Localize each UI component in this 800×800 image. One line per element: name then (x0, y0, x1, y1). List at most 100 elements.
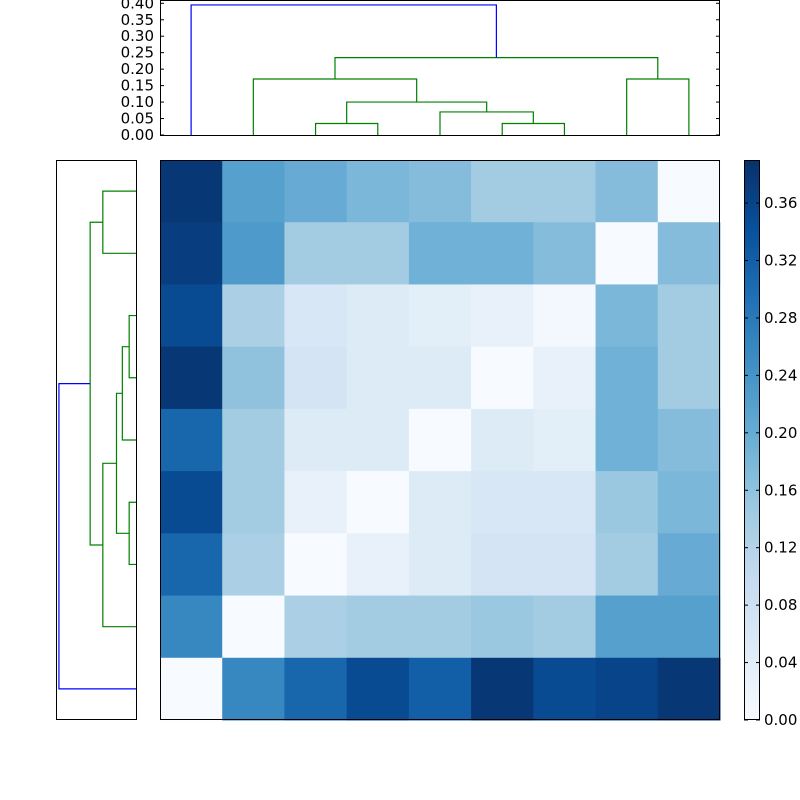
colorbar-tick-label: 0.00 (764, 711, 797, 729)
top-dendrogram-tick-label: 0.05 (121, 110, 154, 128)
left-dendrogram (56, 160, 137, 720)
heatmap-cell-r5-c0 (160, 471, 223, 534)
heatmap-cell-r1-c0 (160, 222, 223, 285)
colorbar-frame (744, 160, 760, 720)
heatmap-cell-r8-c1 (222, 657, 285, 721)
heatmap-cell-r7-c6 (533, 595, 597, 659)
heatmap-cell-r3-c0 (160, 346, 223, 410)
heatmap-cell-r1-c3 (346, 222, 410, 285)
heatmap-cell-r6-c5 (471, 533, 534, 597)
heatmap-cells (160, 160, 721, 721)
colorbar-tick-label: 0.12 (764, 539, 797, 557)
heatmap-cell-r7-c4 (408, 595, 472, 659)
top-dendrogram-link-7 (190, 4, 497, 135)
heatmap-cell-r6-c0 (160, 533, 223, 597)
heatmap-cell-r2-c5 (471, 284, 534, 348)
heatmap-cell-r8-c6 (533, 657, 597, 721)
heatmap-cell-r5-c8 (657, 471, 721, 534)
heatmap-cell-r5-c5 (471, 471, 534, 534)
heatmap-cell-r1-c6 (533, 222, 597, 285)
heatmap-cell-r0-c0 (160, 160, 223, 223)
heatmap-cell-r3-c2 (284, 346, 348, 410)
heatmap-cell-r6-c6 (533, 533, 597, 597)
heatmap-cell-r4-c7 (595, 408, 659, 472)
heatmap-cell-r0-c2 (284, 160, 348, 223)
heatmap-cell-r0-c7 (595, 160, 659, 223)
heatmap-cell-r3-c4 (408, 346, 472, 410)
heatmap-cell-r4-c4 (408, 408, 472, 472)
heatmap-cell-r1-c7 (595, 222, 659, 285)
colorbar-tick-label: 0.16 (764, 481, 797, 499)
top-dendrogram-links (190, 4, 690, 135)
colorbar: 0.00 0.04 0.08 0.12 0.16 0.20 0.24 0.28 0.32 0.36 (744, 160, 797, 729)
heatmap-cell-r4-c0 (160, 408, 223, 472)
heatmap-cell-r7-c3 (346, 595, 410, 659)
heatmap-cell-r0-c8 (657, 160, 721, 223)
top-dendrogram-tick-label: 0.00 (121, 126, 154, 144)
heatmap-cell-r4-c3 (346, 408, 410, 472)
heatmap-cell-r5-c4 (408, 471, 472, 534)
heatmap-cell-r7-c1 (222, 595, 285, 659)
heatmap-cell-r8-c7 (595, 657, 659, 721)
heatmap-cell-r1-c2 (284, 222, 348, 285)
heatmap-cell-r6-c7 (595, 533, 659, 597)
heatmap-cell-r6-c2 (284, 533, 348, 597)
heatmap-cell-r0-c4 (408, 160, 472, 223)
colorbar-tick-label: 0.24 (764, 366, 797, 384)
heatmap-cell-r2-c3 (346, 284, 410, 348)
top-dendrogram-tick-label: 0.35 (121, 11, 154, 29)
colorbar-tick-label: 0.28 (764, 309, 797, 327)
colorbar-gradient (744, 160, 760, 720)
heatmap-cell-r6-c8 (657, 533, 721, 597)
heatmap-cell-r4-c2 (284, 408, 348, 472)
heatmap-cell-r5-c2 (284, 471, 348, 534)
heatmap-cell-r4-c6 (533, 408, 597, 472)
heatmap-cell-r2-c4 (408, 284, 472, 348)
top-dendrogram-tick-label: 0.15 (121, 77, 154, 95)
heatmap-cell-r5-c1 (222, 471, 285, 534)
heatmap-cell-r4-c1 (222, 408, 285, 472)
heatmap-cell-r8-c5 (471, 657, 534, 721)
heatmap-cell-r8-c3 (346, 657, 410, 721)
top-dendrogram-tick-label: 0.10 (121, 93, 154, 111)
top-dendrogram-y-axis: 0.000.050.100.150.200.250.300.350.40 (121, 0, 720, 144)
left-dendrogram-frame (56, 160, 137, 720)
heatmap-cell-r7-c8 (657, 595, 721, 659)
colorbar-tick-label: 0.08 (764, 596, 797, 614)
heatmap-cell-r7-c2 (284, 595, 348, 659)
heatmap-cell-r3-c1 (222, 346, 285, 410)
heatmap-cell-r8-c0 (160, 657, 223, 721)
colorbar-ticks: 0.00 0.04 0.08 0.12 0.16 0.20 0.24 0.28 0.32 0.36 (744, 194, 797, 729)
heatmap-cell-r7-c0 (160, 595, 223, 659)
heatmap-cell-r1-c4 (408, 222, 472, 285)
heatmap-cell-r7-c5 (471, 595, 534, 659)
heatmap-frame (160, 160, 720, 720)
top-dendrogram-tick-label: 0.20 (121, 60, 154, 78)
colorbar-tick-label: 0.36 (764, 194, 797, 212)
colorbar-tick-label: 0.04 (764, 654, 797, 672)
left-dendrogram-links (58, 190, 136, 690)
heatmap-cell-r2-c7 (595, 284, 659, 348)
heatmap-cell-r4-c8 (657, 408, 721, 472)
heatmap-cell-r3-c3 (346, 346, 410, 410)
colorbar-tick-label: 0.20 (764, 424, 797, 442)
left-dendrogram-link-7 (58, 383, 136, 690)
heatmap-cell-r8-c2 (284, 657, 348, 721)
top-dendrogram-tick-label: 0.25 (121, 44, 154, 62)
heatmap-cell-r2-c0 (160, 284, 223, 348)
heatmap-cell-r7-c7 (595, 595, 659, 659)
heatmap-cell-r3-c6 (533, 346, 597, 410)
heatmap-cell-r6-c1 (222, 533, 285, 597)
heatmap (160, 160, 721, 721)
heatmap-cell-r3-c8 (657, 346, 721, 410)
top-dendrogram-frame (160, 0, 720, 136)
heatmap-cell-r0-c5 (471, 160, 534, 223)
heatmap-cell-r6-c3 (346, 533, 410, 597)
heatmap-cell-r2-c1 (222, 284, 285, 348)
heatmap-cell-r2-c8 (657, 284, 721, 348)
heatmap-cell-r0-c3 (346, 160, 410, 223)
top-dendrogram: 0.000.050.100.150.200.250.300.350.40 (121, 0, 720, 144)
top-dendrogram-tick-label: 0.30 (121, 27, 154, 45)
heatmap-cell-r8-c4 (408, 657, 472, 721)
heatmap-cell-r2-c6 (533, 284, 597, 348)
